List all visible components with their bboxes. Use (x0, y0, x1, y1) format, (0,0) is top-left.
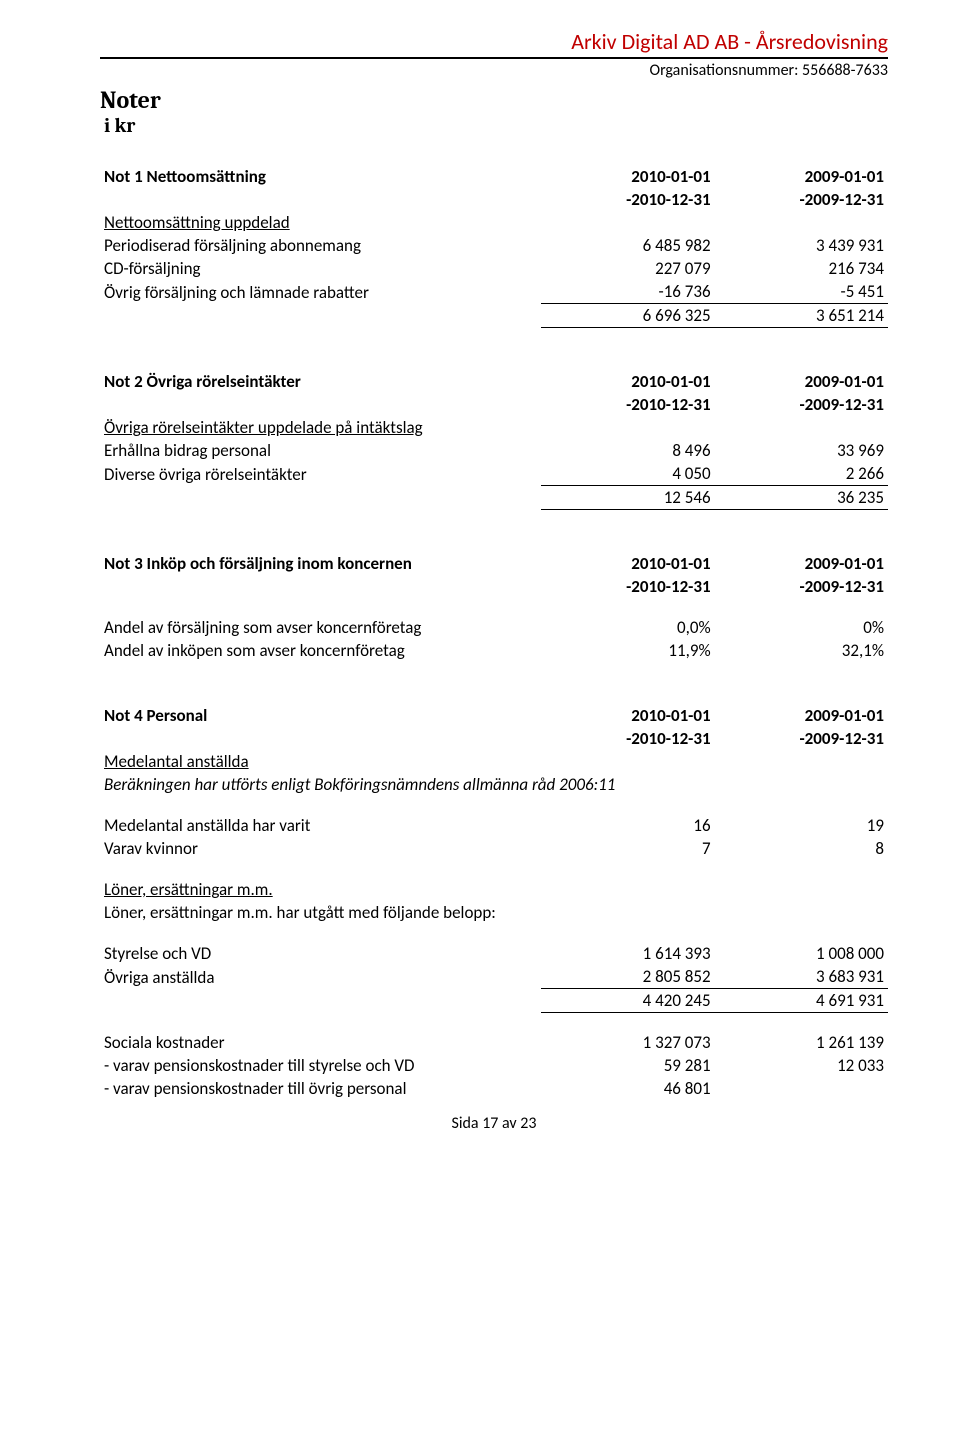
table-cell: 227 079 (541, 257, 714, 280)
period-col2-end: -2009-12-31 (715, 575, 888, 598)
period-col1-start: 2010-01-01 (541, 704, 714, 727)
heading-ikr: i kr (104, 114, 888, 137)
table-cell: 11,9% (541, 639, 714, 662)
period-col2-start: 2009-01-01 (715, 165, 888, 188)
period-col2-end: -2009-12-31 (715, 188, 888, 211)
table-cell: 1 008 000 (715, 942, 888, 965)
period-col2-end: -2009-12-31 (715, 393, 888, 416)
table-cell: 216 734 (715, 257, 888, 280)
table-row-label: Övriga anställda (100, 965, 541, 989)
table-cell: 12 033 (715, 1054, 888, 1077)
note-2-title: Not 2 Övriga rörelseintäkter (100, 370, 541, 393)
note-4-sub1: Medelantal anställda (100, 750, 541, 773)
table-cell: 2 805 852 (541, 965, 714, 989)
note-1-title: Not 1 Nettoomsättning (100, 165, 541, 188)
table-cell: 8 496 (541, 439, 714, 462)
table-row-label: Varav kvinnor (100, 837, 541, 860)
table-sum: 3 651 214 (715, 304, 888, 328)
table-cell: 8 (715, 837, 888, 860)
table-row-label: Medelantal anställda har varit (100, 814, 541, 837)
table-cell: 33 969 (715, 439, 888, 462)
period-col1-start: 2010-01-01 (541, 165, 714, 188)
table-cell: 6 485 982 (541, 234, 714, 257)
table-cell: 4 050 (541, 462, 714, 486)
doc-title: Arkiv Digital AD AB - Årsredovisning (100, 28, 888, 55)
table-row-label: Periodiserad försäljning abonnemang (100, 234, 541, 257)
table-row-label: - varav pensionskostnader till styrelse … (100, 1054, 541, 1077)
note-2-subhead: Övriga rörelseintäkter uppdelade på intä… (100, 416, 541, 439)
table-cell: 3 683 931 (715, 965, 888, 989)
table-sum: 36 235 (715, 486, 888, 510)
table-row-label: Erhållna bidrag personal (100, 439, 541, 462)
period-col1-start: 2010-01-01 (541, 370, 714, 393)
note-4-sub2: Löner, ersättningar m.m. (100, 878, 541, 901)
table-row-label: - varav pensionskostnader till övrig per… (100, 1077, 541, 1100)
period-col2-start: 2009-01-01 (715, 552, 888, 575)
period-col1-end: -2010-12-31 (541, 727, 714, 750)
table-row-label: CD-försäljning (100, 257, 541, 280)
table-cell (715, 1077, 888, 1100)
table-row-label: Andel av försäljning som avser koncernfö… (100, 616, 541, 639)
table-sum: 4 420 245 (541, 989, 714, 1013)
table-row-label: Övrig försäljning och lämnade rabatter (100, 280, 541, 304)
table-cell: 59 281 (541, 1054, 714, 1077)
table-cell: -5 451 (715, 280, 888, 304)
heading-noter: Noter (100, 86, 888, 114)
note-4-sub2-note: Löner, ersättningar m.m. har utgått med … (100, 901, 888, 924)
table-row-label: Diverse övriga rörelseintäkter (100, 462, 541, 486)
period-col1-end: -2010-12-31 (541, 393, 714, 416)
table-sum: 6 696 325 (541, 304, 714, 328)
period-col2-end: -2009-12-31 (715, 727, 888, 750)
table-cell: 46 801 (541, 1077, 714, 1100)
period-col1-end: -2010-12-31 (541, 188, 714, 211)
page: Arkiv Digital AD AB - Årsredovisning Org… (0, 0, 960, 1173)
note-2-table: Not 2 Övriga rörelseintäkter 2010-01-01 … (100, 370, 888, 510)
note-4-sub1-note: Beräkningen har utförts enligt Bokföring… (100, 773, 888, 796)
header-rule (100, 57, 888, 59)
note-3-title: Not 3 Inköp och försäljning inom koncern… (100, 552, 541, 575)
table-row-label: Andel av inköpen som avser koncernföreta… (100, 639, 541, 662)
table-cell: 1 327 073 (541, 1031, 714, 1054)
table-row-label: Sociala kostnader (100, 1031, 541, 1054)
table-cell: 0% (715, 616, 888, 639)
period-col2-start: 2009-01-01 (715, 370, 888, 393)
table-cell: 16 (541, 814, 714, 837)
note-4-title: Not 4 Personal (100, 704, 541, 727)
page-header: Arkiv Digital AD AB - Årsredovisning Org… (100, 28, 888, 137)
period-col1-start: 2010-01-01 (541, 552, 714, 575)
note-1-subhead: Nettoomsättning uppdelad (100, 211, 541, 234)
page-footer: Sida 17 av 23 (100, 1114, 888, 1133)
table-cell: 19 (715, 814, 888, 837)
note-3-table: Not 3 Inköp och försäljning inom koncern… (100, 552, 888, 662)
table-cell: 2 266 (715, 462, 888, 486)
table-cell: 1 261 139 (715, 1031, 888, 1054)
org-number: Organisationsnummer: 556688-7633 (100, 61, 888, 80)
table-sum: 4 691 931 (715, 989, 888, 1013)
table-cell: -16 736 (541, 280, 714, 304)
note-1-table: Not 1 Nettoomsättning 2010-01-01 2009-01… (100, 165, 888, 328)
table-cell: 0,0% (541, 616, 714, 639)
table-cell: 3 439 931 (715, 234, 888, 257)
period-col2-start: 2009-01-01 (715, 704, 888, 727)
table-cell: 7 (541, 837, 714, 860)
table-cell: 32,1% (715, 639, 888, 662)
table-row-label: Styrelse och VD (100, 942, 541, 965)
table-sum: 12 546 (541, 486, 714, 510)
period-col1-end: -2010-12-31 (541, 575, 714, 598)
note-4-table-a: Not 4 Personal 2010-01-01 2009-01-01 -20… (100, 704, 888, 1100)
table-cell: 1 614 393 (541, 942, 714, 965)
